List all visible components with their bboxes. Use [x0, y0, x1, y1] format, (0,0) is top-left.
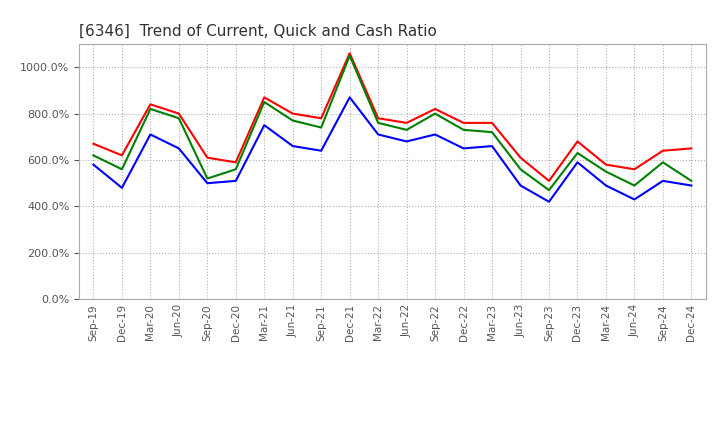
- Line: Cash Ratio: Cash Ratio: [94, 97, 691, 202]
- Current Ratio: [659, 148, 667, 154]
- Line: Quick Ratio: Quick Ratio: [94, 55, 691, 190]
- Cash Ratio: [602, 183, 611, 188]
- Quick Ratio: [630, 183, 639, 188]
- Current Ratio: [117, 153, 126, 158]
- Current Ratio: [602, 162, 611, 167]
- Cash Ratio: [402, 139, 411, 144]
- Quick Ratio: [260, 99, 269, 105]
- Quick Ratio: [232, 167, 240, 172]
- Text: [6346]  Trend of Current, Quick and Cash Ratio: [6346] Trend of Current, Quick and Cash …: [79, 24, 437, 39]
- Quick Ratio: [402, 127, 411, 132]
- Quick Ratio: [289, 118, 297, 123]
- Current Ratio: [203, 155, 212, 160]
- Cash Ratio: [146, 132, 155, 137]
- Quick Ratio: [174, 116, 183, 121]
- Current Ratio: [459, 120, 468, 125]
- Cash Ratio: [203, 180, 212, 186]
- Cash Ratio: [573, 160, 582, 165]
- Quick Ratio: [487, 129, 496, 135]
- Cash Ratio: [232, 178, 240, 183]
- Current Ratio: [174, 111, 183, 116]
- Cash Ratio: [487, 143, 496, 149]
- Current Ratio: [146, 102, 155, 107]
- Cash Ratio: [659, 178, 667, 183]
- Cash Ratio: [374, 132, 382, 137]
- Quick Ratio: [687, 178, 696, 183]
- Quick Ratio: [431, 111, 439, 116]
- Quick Ratio: [117, 167, 126, 172]
- Quick Ratio: [545, 187, 554, 193]
- Cash Ratio: [117, 185, 126, 191]
- Cash Ratio: [431, 132, 439, 137]
- Quick Ratio: [516, 167, 525, 172]
- Quick Ratio: [459, 127, 468, 132]
- Cash Ratio: [174, 146, 183, 151]
- Cash Ratio: [260, 123, 269, 128]
- Current Ratio: [516, 155, 525, 160]
- Quick Ratio: [317, 125, 325, 130]
- Cash Ratio: [317, 148, 325, 154]
- Current Ratio: [545, 178, 554, 183]
- Cash Ratio: [89, 162, 98, 167]
- Current Ratio: [346, 51, 354, 56]
- Current Ratio: [402, 120, 411, 125]
- Current Ratio: [431, 106, 439, 112]
- Current Ratio: [317, 116, 325, 121]
- Line: Current Ratio: Current Ratio: [94, 53, 691, 181]
- Current Ratio: [630, 167, 639, 172]
- Current Ratio: [289, 111, 297, 116]
- Current Ratio: [260, 95, 269, 100]
- Cash Ratio: [346, 95, 354, 100]
- Quick Ratio: [346, 53, 354, 58]
- Current Ratio: [687, 146, 696, 151]
- Cash Ratio: [630, 197, 639, 202]
- Quick Ratio: [89, 153, 98, 158]
- Cash Ratio: [545, 199, 554, 205]
- Current Ratio: [573, 139, 582, 144]
- Quick Ratio: [602, 169, 611, 174]
- Quick Ratio: [374, 120, 382, 125]
- Current Ratio: [89, 141, 98, 147]
- Cash Ratio: [289, 143, 297, 149]
- Cash Ratio: [687, 183, 696, 188]
- Quick Ratio: [203, 176, 212, 181]
- Current Ratio: [232, 160, 240, 165]
- Quick Ratio: [146, 106, 155, 112]
- Cash Ratio: [459, 146, 468, 151]
- Quick Ratio: [573, 150, 582, 156]
- Current Ratio: [374, 116, 382, 121]
- Quick Ratio: [659, 160, 667, 165]
- Current Ratio: [487, 120, 496, 125]
- Cash Ratio: [516, 183, 525, 188]
